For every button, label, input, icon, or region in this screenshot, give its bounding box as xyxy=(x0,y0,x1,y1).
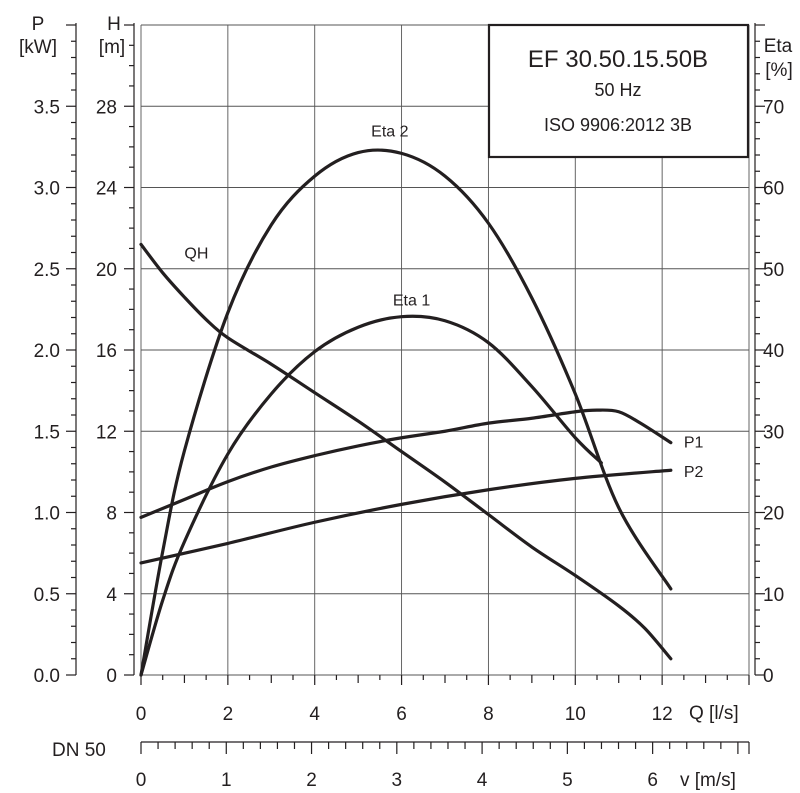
h-axis-tick-label: 24 xyxy=(96,179,118,200)
q-axis-tick-label: 0 xyxy=(136,704,147,725)
h-axis-tick-label: 8 xyxy=(106,504,117,525)
series-p1-label: P1 xyxy=(684,435,704,452)
velocity-axis-tick-label: 2 xyxy=(306,770,317,791)
series-qh-label: QH xyxy=(184,246,208,263)
h-axis-tick-label: 4 xyxy=(106,585,117,606)
eta-axis-tick-label: 70 xyxy=(763,97,784,118)
eta-axis-tick-label: 40 xyxy=(763,341,784,362)
q-axis-tick-label: 6 xyxy=(396,704,407,725)
chart-subtitle-standard: ISO 9906:2012 3B xyxy=(544,115,692,135)
h-axis-tick-label: 16 xyxy=(96,341,117,362)
title-box-frame xyxy=(487,23,750,159)
velocity-axis-tick-label: 1 xyxy=(221,770,232,791)
q-axis-tick-label: 4 xyxy=(309,704,320,725)
h-axis-tick-label: 0 xyxy=(106,666,117,687)
series-eta-2-line xyxy=(139,148,673,677)
velocity-axis-tick-label: 3 xyxy=(392,770,403,791)
series-qh-line xyxy=(139,242,673,661)
labels: 0.00.51.01.52.02.53.03.50481216202428010… xyxy=(34,97,785,791)
series-p2-label: P2 xyxy=(684,464,704,481)
velocity-axis-tick-label: 6 xyxy=(647,770,658,791)
p-axis-tick-label: 2.5 xyxy=(34,260,60,281)
series-eta-2-label: Eta 2 xyxy=(371,123,408,140)
h-axis-unit: [m] xyxy=(99,37,125,58)
h-axis-tick-label: 28 xyxy=(96,97,117,118)
p-axis-tick-label: 2.0 xyxy=(34,341,60,362)
series-p1-line xyxy=(139,408,673,519)
velocity-axis-label: v [m/s] xyxy=(680,770,736,791)
p-axis-tick-label: 3.0 xyxy=(34,179,60,200)
q-axis-tick-label: 2 xyxy=(223,704,234,725)
eta-axis-title: Eta xyxy=(764,36,793,57)
series-eta-1-label: Eta 1 xyxy=(393,292,430,309)
eta-axis-tick-label: 30 xyxy=(763,422,784,443)
eta-axis-tick-label: 60 xyxy=(763,179,784,200)
p-axis-tick-label: 0.5 xyxy=(34,585,60,606)
q-axis-tick-label: 8 xyxy=(483,704,494,725)
q-axis-label: Q [l/s] xyxy=(689,703,739,724)
p-axis-unit: [kW] xyxy=(19,37,57,58)
p-axis-title: P xyxy=(32,14,45,35)
eta-axis-tick-label: 50 xyxy=(763,260,784,281)
p-axis-tick-label: 1.5 xyxy=(34,422,60,443)
eta-axis-tick-label: 10 xyxy=(763,585,784,606)
p-axis-tick-label: 3.5 xyxy=(34,97,60,118)
series-p2-line xyxy=(139,468,673,565)
curves xyxy=(139,148,673,677)
h-axis-tick-label: 20 xyxy=(96,260,117,281)
q-axis-tick-label: 10 xyxy=(565,704,586,725)
velocity-axis-tick-label: 5 xyxy=(562,770,573,791)
chart-subtitle-frequency: 50 Hz xyxy=(594,80,641,100)
p-axis-tick-label: 1.0 xyxy=(34,504,60,525)
eta-axis-unit: [%] xyxy=(765,60,792,81)
title-box: EF 30.50.15.50B 50 Hz ISO 9906:2012 3B xyxy=(487,23,750,159)
eta-axis-tick-label: 20 xyxy=(763,504,784,525)
pipe-size-label: DN 50 xyxy=(52,740,106,761)
h-axis-title: H xyxy=(107,14,121,35)
chart-title: EF 30.50.15.50B xyxy=(528,46,708,73)
p-axis-tick-label: 0.0 xyxy=(34,666,60,687)
q-axis-tick-label: 12 xyxy=(652,704,673,725)
velocity-axis-tick-label: 4 xyxy=(477,770,488,791)
h-axis-tick-label: 12 xyxy=(96,422,117,443)
axes xyxy=(66,23,765,754)
eta-axis-tick-label: 0 xyxy=(763,666,774,687)
velocity-axis-tick-label: 0 xyxy=(136,770,147,791)
series-eta-1-line xyxy=(139,314,603,677)
